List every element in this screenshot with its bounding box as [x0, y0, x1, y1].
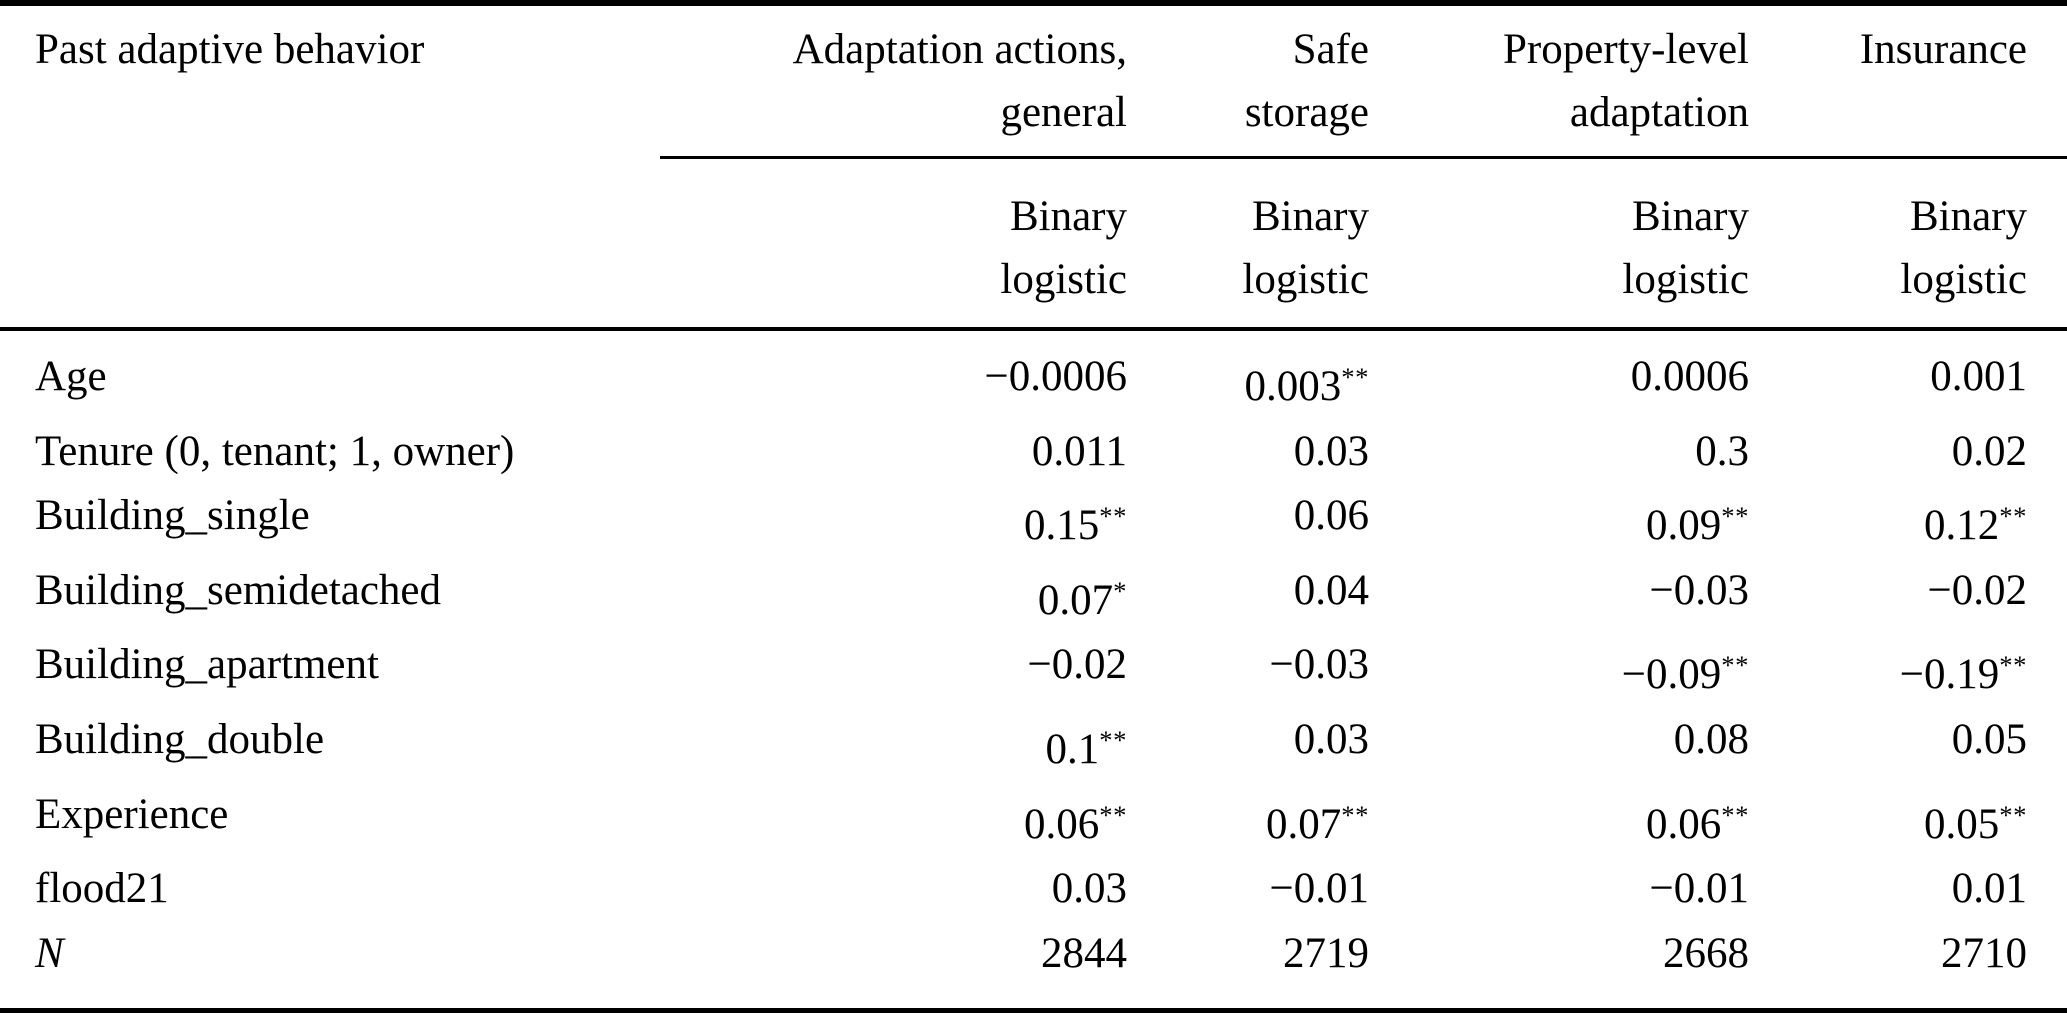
significance-stars: *	[1113, 575, 1127, 606]
value-cell: 0.3	[1695, 427, 1749, 475]
value-cell: 2719	[1283, 929, 1369, 977]
value-cell: 0.01	[1951, 865, 2027, 913]
method-header-binary-logistic: Binary logistic	[1127, 157, 1369, 331]
value-cell: 0.07**	[1266, 799, 1369, 848]
significance-stars: **	[1099, 799, 1127, 830]
table-row: Building_apartment −0.02 −0.03 −0.09** −…	[0, 633, 2067, 708]
corner-header-label: Past adaptive behavior	[35, 26, 425, 73]
value-cell: 0.05**	[1924, 799, 2027, 848]
table-header: Past adaptive behavior Adaptation action…	[0, 3, 2067, 331]
value-cell: 0.15**	[1024, 501, 1127, 550]
method-header-line: Binary	[1251, 192, 1369, 240]
method-header-line: Binary	[1009, 192, 1127, 240]
value-cell: 0.03	[1293, 715, 1369, 763]
value-cell: 0.09**	[1646, 501, 1749, 550]
table-row: Age −0.0006 0.003** 0.0006 0.001	[0, 329, 2067, 420]
table-row: Building_double 0.1** 0.03 0.08 0.05	[0, 708, 2067, 783]
row-label: Experience	[35, 790, 229, 838]
value-cell: 0.12**	[1924, 501, 2027, 550]
value-cell: 0.0006	[1630, 353, 1749, 400]
value-cell: 0.07*	[1037, 575, 1127, 624]
row-label: Building_double	[35, 715, 325, 763]
table-row: flood21 0.03 −0.01 −0.01 0.01	[0, 857, 2067, 922]
method-header-binary-logistic: Binary logistic	[660, 157, 1127, 331]
value-cell: 0.1**	[1045, 724, 1127, 773]
row-label: N	[35, 929, 64, 977]
header-group-row: Past adaptive behavior Adaptation action…	[0, 3, 2067, 331]
method-header-line: logistic	[1000, 255, 1127, 303]
value-cell: −0.09**	[1621, 650, 1749, 699]
col-header-line: adaptation	[1569, 89, 1749, 136]
col-header-line: Adaptation actions,	[792, 26, 1127, 73]
significance-stars: **	[1099, 724, 1127, 755]
table-body: Age −0.0006 0.003** 0.0006 0.001 Tenure …	[0, 329, 2067, 1011]
value-cell: 0.003**	[1244, 362, 1369, 410]
significance-stars: **	[1341, 362, 1369, 392]
value-cell: 0.03	[1293, 427, 1369, 475]
value-cell: 0.04	[1293, 566, 1369, 614]
col-header-line: storage	[1244, 89, 1369, 136]
value-cell: 0.011	[1031, 427, 1127, 475]
value-cell: −0.03	[1649, 566, 1749, 614]
col-header-line: general	[1000, 89, 1127, 136]
value-cell: −0.0006	[984, 353, 1127, 400]
table-row: Experience 0.06** 0.07** 0.06** 0.05**	[0, 783, 2067, 858]
col-header-insurance: Insurance	[1749, 3, 2067, 159]
col-header-line: Property-level	[1503, 26, 1749, 73]
value-cell: −0.01	[1649, 865, 1749, 913]
table-row: Tenure (0, tenant; 1, owner) 0.011 0.03 …	[0, 420, 2067, 485]
value-cell: 0.06**	[1024, 799, 1127, 848]
value-cell: 0.03	[1051, 865, 1127, 913]
value-cell: 0.05	[1951, 715, 2027, 763]
value-cell: −0.01	[1269, 865, 1369, 913]
col-header-line: Insurance	[1859, 26, 2027, 73]
value-cell: 0.06	[1293, 492, 1369, 540]
significance-stars: **	[1721, 799, 1749, 830]
method-header-line: Binary	[1631, 192, 1749, 240]
row-label: Age	[35, 353, 107, 400]
corner-header-past-adaptive-behavior: Past adaptive behavior	[0, 3, 660, 331]
value-cell: −0.02	[1027, 641, 1127, 689]
method-header-line: logistic	[1242, 255, 1369, 303]
row-label: Building_semidetached	[35, 566, 442, 614]
table-row: Building_single 0.15** 0.06 0.09** 0.12*…	[0, 484, 2067, 559]
method-header-binary-logistic: Binary logistic	[1369, 157, 1749, 331]
value-cell: 0.001	[1930, 353, 2027, 400]
value-cell: 0.06**	[1646, 799, 1749, 848]
row-label: Building_single	[35, 492, 310, 540]
value-cell: 0.08	[1673, 715, 1749, 763]
significance-stars: **	[1099, 501, 1127, 532]
significance-stars: **	[1999, 799, 2027, 830]
table-row: N 2844 2719 2668 2710	[0, 922, 2067, 1011]
significance-stars: **	[1721, 650, 1749, 681]
col-header-safe-storage: Safe storage	[1127, 3, 1369, 159]
col-header-line: Safe	[1292, 26, 1369, 73]
significance-stars: **	[1721, 501, 1749, 532]
value-cell: −0.02	[1927, 566, 2027, 614]
row-label: Tenure (0, tenant; 1, owner)	[35, 427, 515, 475]
method-header-binary-logistic: Binary logistic	[1749, 157, 2067, 331]
method-header-line: Binary	[1909, 192, 2027, 240]
row-label: Building_apartment	[35, 641, 379, 689]
value-cell: −0.19**	[1899, 650, 2027, 699]
value-cell: −0.03	[1269, 641, 1369, 689]
row-label: flood21	[35, 865, 169, 913]
method-header-line: logistic	[1622, 255, 1749, 303]
significance-stars: **	[1999, 501, 2027, 532]
value-cell: 2710	[1941, 929, 2027, 977]
significance-stars: **	[1341, 799, 1369, 830]
significance-stars: **	[1999, 650, 2027, 681]
col-header-adaptation-actions-general: Adaptation actions, general	[660, 3, 1127, 159]
value-cell: 2844	[1041, 929, 1127, 977]
method-header-line: logistic	[1900, 255, 2027, 303]
value-cell: 0.02	[1951, 427, 2027, 475]
table-row: Building_semidetached 0.07* 0.04 −0.03 −…	[0, 559, 2067, 634]
value-cell: 2668	[1663, 929, 1749, 977]
header-method-row: Binary logistic Binary logistic Binary l…	[0, 157, 2067, 331]
col-header-property-level-adaptation: Property-level adaptation	[1369, 3, 1749, 159]
